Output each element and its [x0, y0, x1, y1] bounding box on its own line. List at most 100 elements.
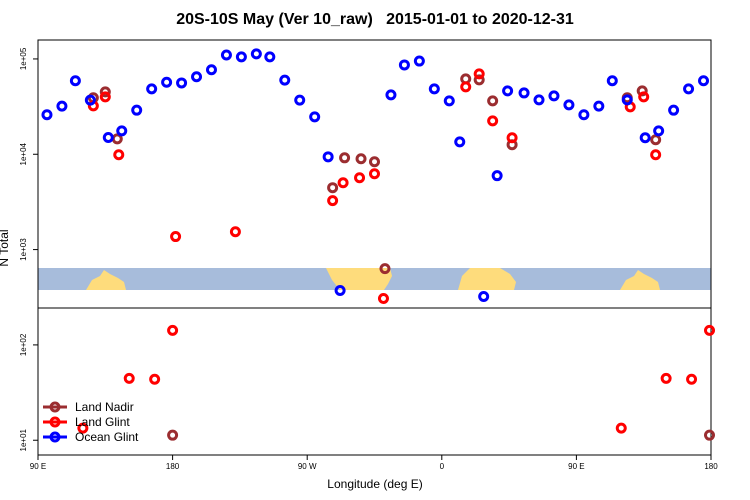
point [379, 263, 391, 275]
legend-label: Ocean Glint [75, 430, 139, 444]
point [369, 168, 380, 180]
point [327, 195, 339, 207]
x-tick-label: 90 E [568, 462, 584, 471]
point [636, 85, 648, 97]
point [102, 131, 114, 143]
point [235, 51, 247, 63]
point [205, 64, 217, 76]
land-shape [86, 270, 126, 290]
point [491, 170, 503, 182]
point [398, 59, 410, 71]
point [354, 172, 366, 184]
point [650, 149, 662, 161]
point [473, 68, 485, 80]
point [99, 86, 111, 98]
point [369, 156, 380, 168]
point [621, 94, 633, 106]
point [593, 100, 605, 112]
point [473, 74, 485, 86]
point [487, 115, 499, 127]
point [294, 94, 306, 106]
point [563, 99, 575, 111]
x-tick-label: 180 [166, 462, 180, 471]
point [56, 100, 68, 112]
point [149, 373, 161, 385]
y-tick-label: 1e+02 [19, 333, 28, 356]
point [385, 89, 397, 101]
point [229, 226, 241, 238]
map-strip [38, 268, 711, 290]
point [337, 177, 349, 189]
y-axis-label: N Total [0, 229, 11, 266]
point [487, 95, 499, 107]
y-tick-label: 1e+04 [19, 142, 28, 165]
point [704, 324, 716, 336]
point [502, 85, 514, 97]
point [279, 74, 291, 86]
point [606, 75, 618, 87]
point [548, 90, 560, 102]
point [146, 83, 158, 95]
point [334, 285, 346, 297]
legend-label: Land Nadir [75, 400, 134, 414]
point [355, 153, 367, 165]
legend-marker [49, 401, 61, 413]
point [116, 125, 128, 137]
legend-marker [49, 416, 61, 428]
land-shape [458, 268, 516, 290]
point [704, 429, 716, 441]
point [250, 48, 262, 60]
point [170, 231, 182, 243]
point [413, 55, 425, 67]
plot-frame [37, 39, 712, 456]
point [506, 132, 518, 144]
point [84, 94, 96, 106]
point [533, 94, 545, 106]
point [327, 182, 339, 194]
land-shape [326, 268, 392, 290]
point [460, 81, 472, 93]
point [478, 290, 490, 302]
point [77, 422, 89, 434]
point [518, 87, 530, 99]
point [683, 83, 695, 95]
point [99, 91, 111, 103]
point [264, 51, 276, 63]
legend-marker [49, 431, 61, 443]
point [41, 109, 53, 121]
point [69, 75, 81, 87]
point [443, 95, 455, 107]
y-tick-label: 1e+05 [19, 47, 28, 70]
point [377, 292, 389, 304]
y-tick-label: 1e+01 [19, 428, 28, 451]
x-tick-label: 180 [704, 462, 718, 471]
x-tick-label: 90 E [30, 462, 46, 471]
point [454, 136, 466, 148]
point [428, 83, 440, 95]
point [220, 49, 232, 61]
x-tick-label: 0 [440, 462, 445, 471]
point [322, 151, 334, 163]
point [660, 372, 672, 384]
point [653, 125, 665, 137]
x-axis-label: Longitude (deg E) [327, 477, 422, 491]
point [639, 132, 651, 144]
point [638, 91, 650, 103]
chart-title: 20S-10S May (Ver 10_raw) 2015-01-01 to 2… [176, 11, 574, 28]
point [615, 422, 627, 434]
point [191, 71, 203, 83]
point [131, 104, 143, 116]
point [668, 104, 680, 116]
point [113, 149, 125, 161]
point [686, 373, 698, 385]
x-tick-label: 90 W [298, 462, 317, 471]
point [167, 429, 179, 441]
point [339, 152, 351, 164]
land-shape [620, 270, 660, 290]
point [161, 76, 173, 88]
point [123, 372, 135, 384]
legend-label: Land Glint [75, 415, 130, 429]
point [167, 324, 179, 336]
point [578, 109, 590, 121]
